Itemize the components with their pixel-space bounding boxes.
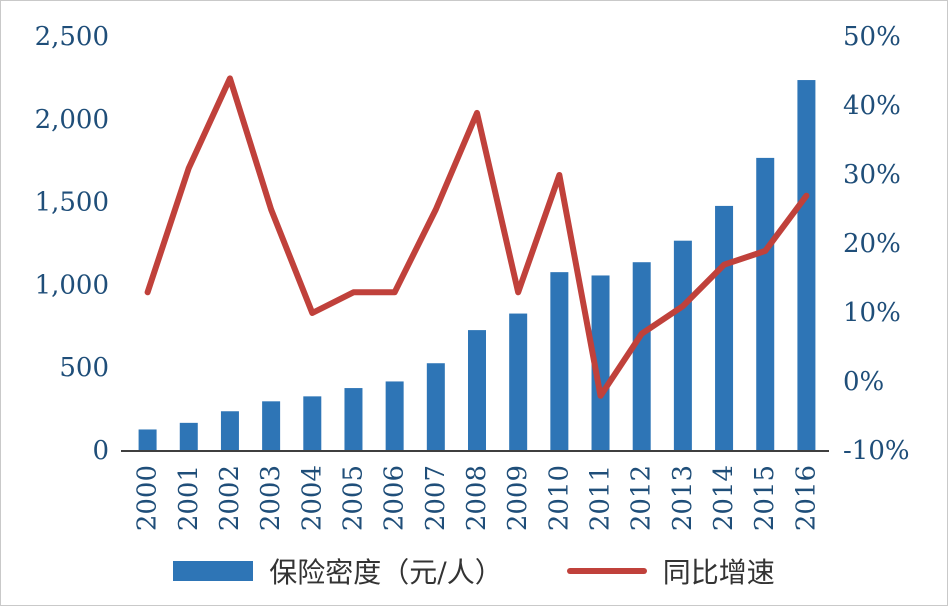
bar-2006 (385, 381, 404, 451)
right-axis-tick-label: 40% (843, 91, 901, 121)
x-axis-label-2011: 2011 (586, 465, 616, 531)
line-series-swatch (566, 568, 647, 574)
x-axis-label-2005: 2005 (338, 465, 368, 531)
chart-canvas: 0 500 1,000 1,500 2,000 2,500 -10% 0% 10% 20% 30% 4… (35, 22, 910, 531)
x-axis-label-2003: 2003 (256, 465, 286, 531)
bar-2016 (797, 80, 816, 451)
bar-series-swatch (173, 561, 254, 581)
bar-2015 (756, 157, 775, 451)
legend-label-density: 保险密度（元/人） (269, 556, 503, 589)
left-axis-tick-label: 2,500 (35, 22, 109, 52)
bar-2011 (591, 275, 610, 451)
right-axis-tick-label: 10% (843, 298, 901, 328)
x-axis-label-2014: 2014 (709, 465, 739, 531)
legend-item-growth: 同比增速 (566, 551, 775, 591)
right-axis-tick-label: 30% (843, 160, 901, 190)
bar-2007 (426, 363, 445, 451)
bar-2010 (550, 272, 569, 451)
x-axis-label-2004: 2004 (297, 465, 327, 531)
right-axis-tick-label: 50% (843, 22, 901, 52)
x-axis-label-2007: 2007 (421, 465, 451, 531)
left-axis-tick-label: 1,500 (35, 188, 109, 218)
bar-2014 (715, 205, 734, 451)
bar-2004 (303, 396, 322, 451)
bar-2012 (632, 262, 651, 451)
bar-2002 (220, 411, 239, 451)
x-axis-label-2015: 2015 (750, 465, 780, 531)
bar-2008 (468, 330, 486, 451)
x-axis-label-2010: 2010 (544, 465, 574, 531)
bar-2001 (179, 422, 198, 451)
x-axis-label-2000: 2000 (133, 465, 163, 531)
right-axis-tick-label: 20% (843, 229, 901, 259)
left-axis-tick-label: 2,000 (35, 105, 109, 135)
right-axis-tick-label: 0% (843, 367, 884, 397)
left-axis-tick-label: 0 (92, 436, 109, 466)
legend-item-density: 保险密度（元/人） (173, 551, 503, 591)
x-axis-label-2001: 2001 (174, 465, 204, 531)
left-axis-tick-label: 1,000 (35, 270, 109, 300)
bar-2005 (344, 388, 363, 451)
bar-2000 (138, 429, 157, 451)
legend: 保险密度（元/人） 同比增速 (1, 551, 947, 591)
growth-line (144, 75, 810, 399)
x-axis-label-2002: 2002 (215, 465, 245, 531)
x-axis-label-2016: 2016 (791, 465, 821, 531)
x-axis-label-2013: 2013 (668, 465, 698, 531)
x-axis-label-2006: 2006 (380, 465, 410, 531)
x-axis-label-2009: 2009 (503, 465, 533, 531)
legend-label-growth: 同比增速 (662, 556, 775, 589)
x-axis-label-2012: 2012 (627, 465, 657, 531)
bar-2009 (509, 313, 528, 451)
bar-2013 (673, 240, 692, 451)
bar-2003 (262, 401, 281, 451)
x-axis-label-2008: 2008 (462, 465, 492, 531)
left-axis-tick-label: 500 (59, 353, 109, 383)
right-axis-tick-label: -10% (843, 436, 910, 466)
